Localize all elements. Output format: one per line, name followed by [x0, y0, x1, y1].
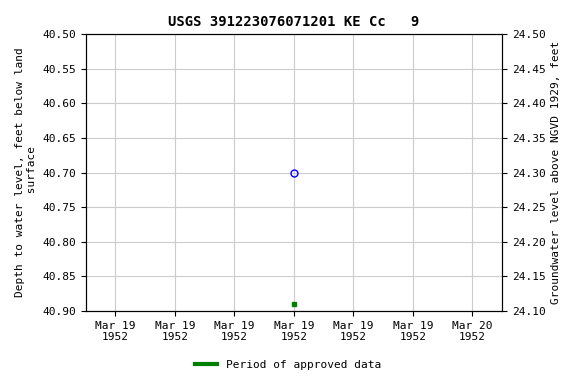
- Y-axis label: Groundwater level above NGVD 1929, feet: Groundwater level above NGVD 1929, feet: [551, 41, 561, 304]
- Y-axis label: Depth to water level, feet below land
 surface: Depth to water level, feet below land su…: [15, 48, 37, 298]
- Title: USGS 391223076071201 KE Cc   9: USGS 391223076071201 KE Cc 9: [168, 15, 419, 29]
- Legend: Period of approved data: Period of approved data: [191, 356, 385, 375]
